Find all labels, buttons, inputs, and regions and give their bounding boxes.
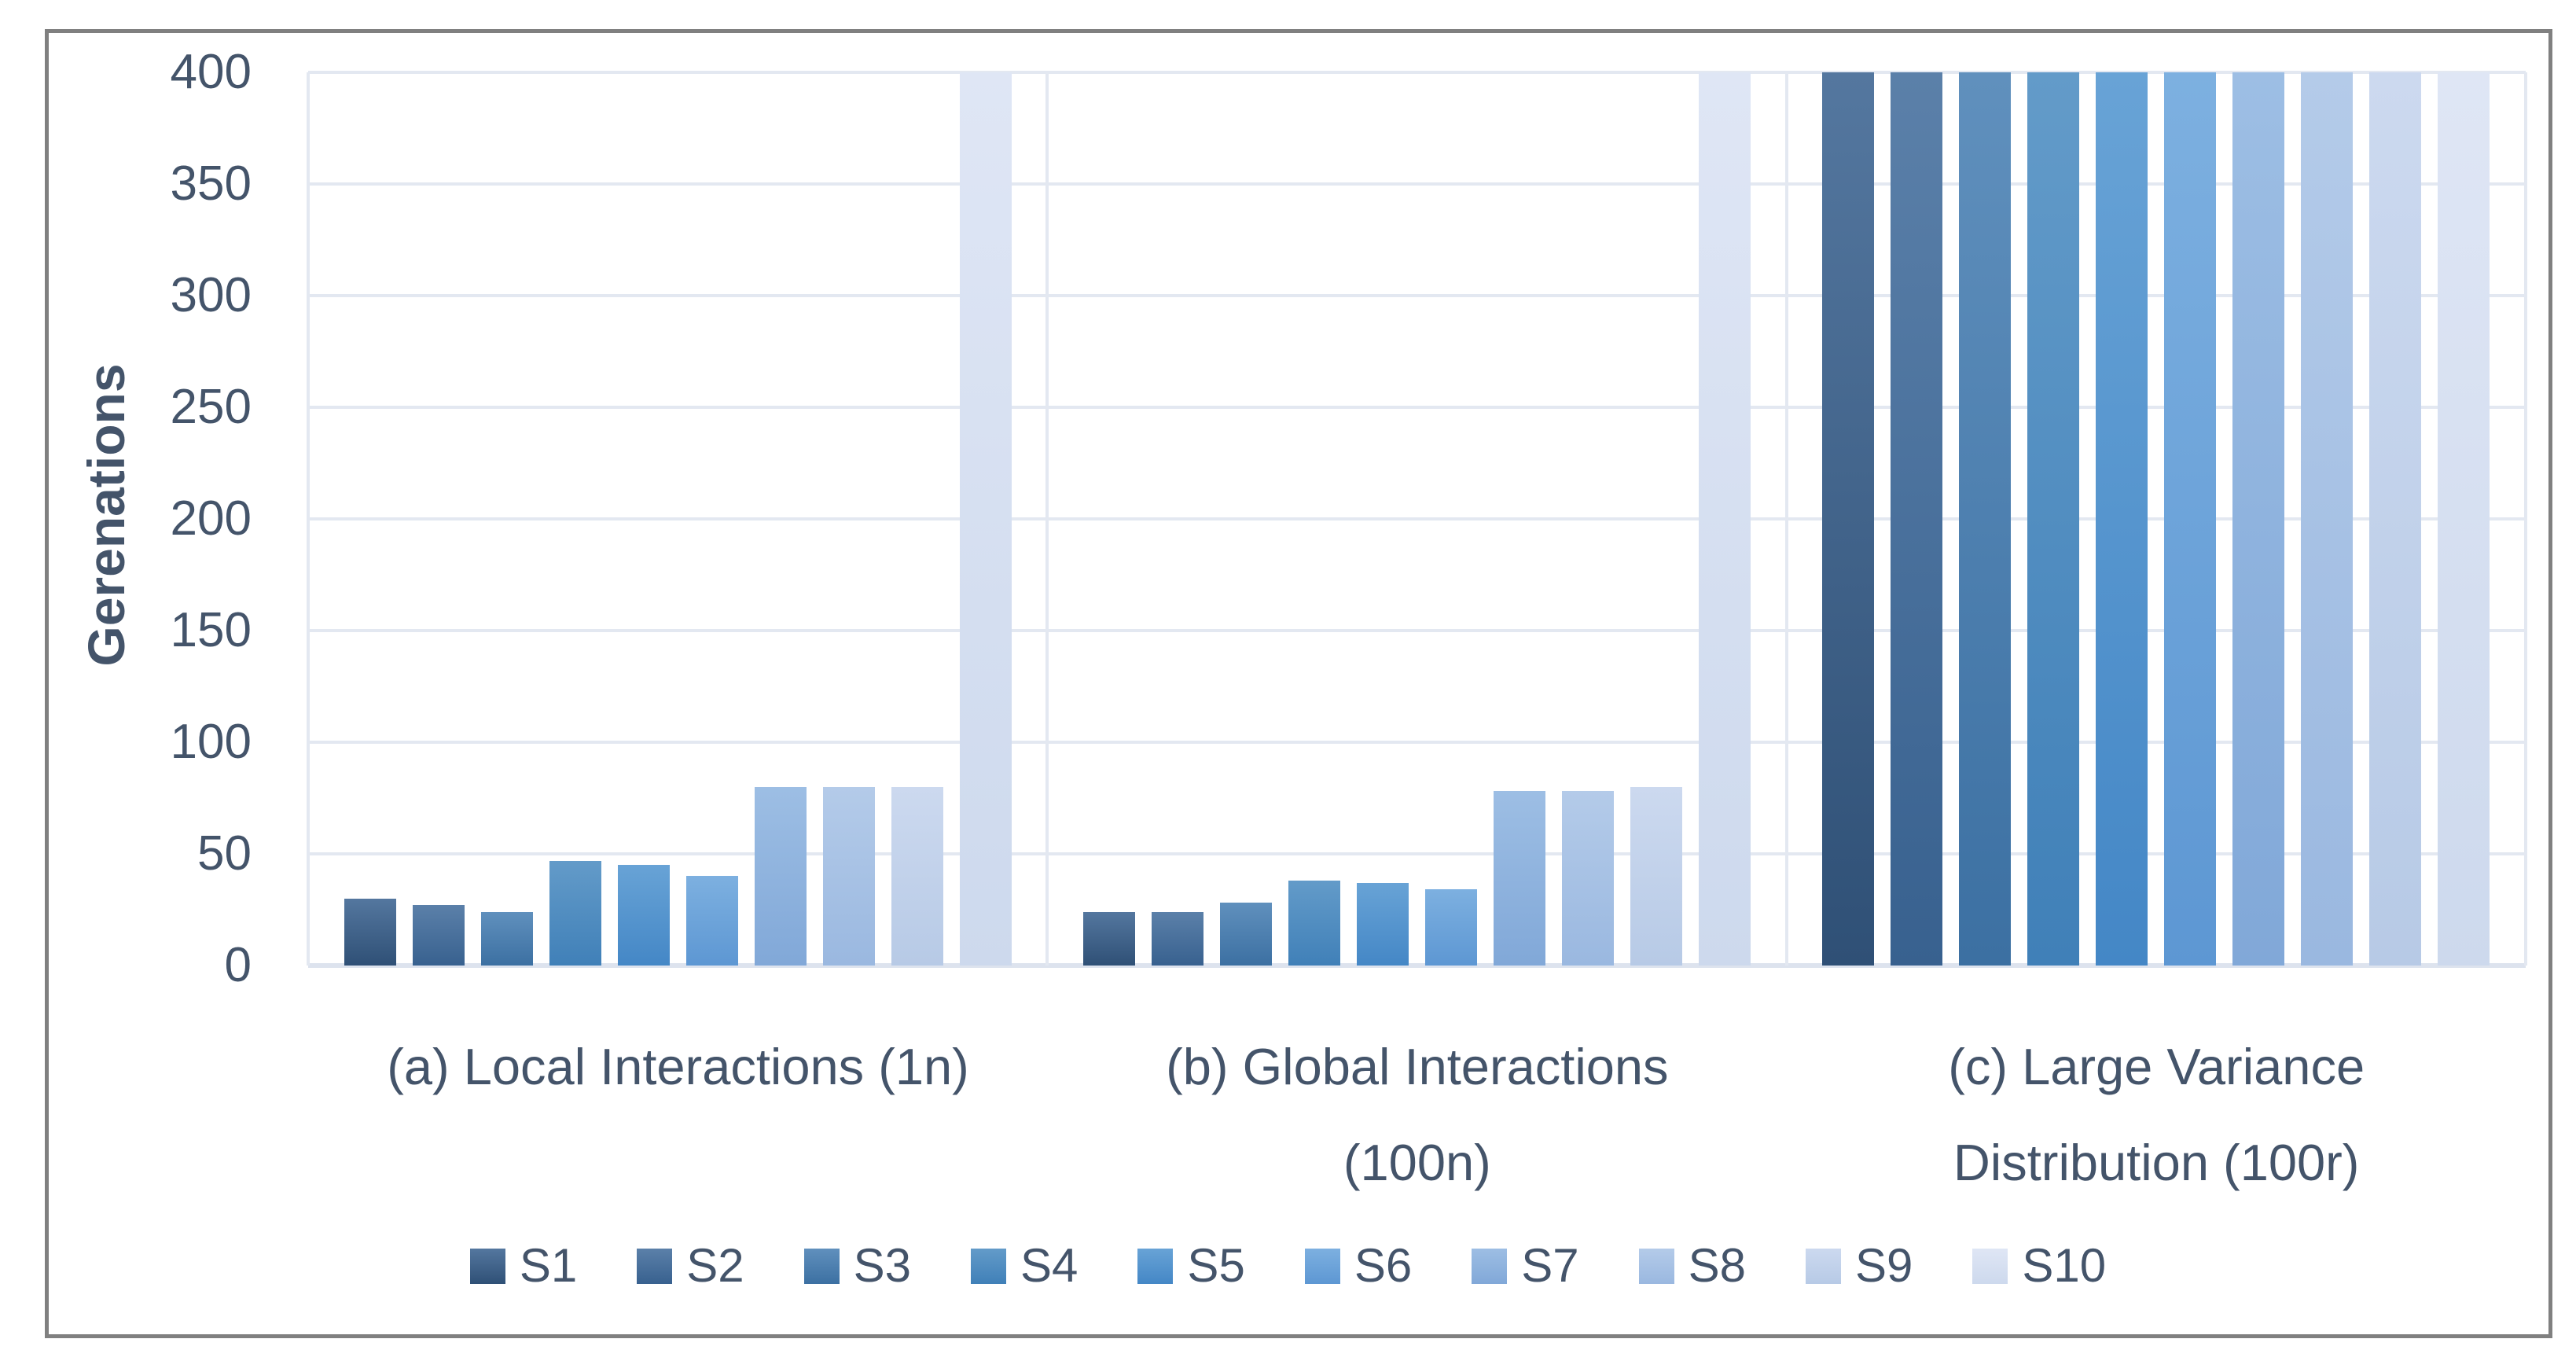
legend-item-s1: S1 [469, 1239, 578, 1292]
bar-s8-group-b [1562, 791, 1614, 966]
legend-item-s9: S9 [1805, 1239, 1913, 1292]
legend-swatch-s6 [1304, 1248, 1340, 1284]
bar-s7-group-a [754, 786, 807, 966]
gridline-150 [308, 629, 2526, 632]
bar-s6-group-a [685, 876, 738, 966]
x-axis-line [308, 963, 2526, 968]
legend-label-s4: S4 [1020, 1239, 1079, 1292]
legend-item-s8: S8 [1638, 1239, 1746, 1292]
legend-swatch-s10 [1972, 1248, 2008, 1284]
legend: S1 S2 S3 S4 S5 S6 S7 S8 S9 S10 [0, 1242, 2576, 1289]
bar-s2-group-a [412, 905, 465, 966]
bar-s1-group-c [1822, 72, 1875, 966]
legend-swatch-s1 [469, 1248, 505, 1284]
y-tick-label-100: 100 [170, 715, 252, 769]
bar-s7-group-b [1494, 791, 1545, 966]
bar-s5-group-c [2096, 72, 2148, 966]
legend-item-s2: S2 [637, 1242, 744, 1289]
legend-item-s4: S4 [971, 1242, 1078, 1289]
gridline-50 [308, 852, 2526, 855]
legend-swatch-s5 [1137, 1248, 1174, 1284]
bar-s3-group-c [1959, 72, 2012, 966]
bar-s5-group-a [617, 865, 670, 966]
bar-s3-group-a [480, 911, 533, 966]
gridline-400 [308, 71, 2526, 74]
bar-s10-group-a [959, 72, 1012, 966]
category-label-a: (a) Local Interactions (1n) [387, 1038, 969, 1095]
legend-label-s3: S3 [853, 1239, 912, 1292]
legend-item-s3: S3 [803, 1239, 912, 1292]
bar-s2-group-b [1152, 911, 1203, 966]
y-tick-label-0: 0 [224, 938, 252, 992]
category-boundary-line [1045, 72, 1049, 966]
legend-item-s6: S6 [1304, 1239, 1413, 1292]
legend-item-s10: S10 [1972, 1242, 2106, 1289]
y-tick-label-150: 150 [170, 603, 252, 657]
y-tick-label-400: 400 [170, 45, 252, 99]
legend-swatch-s2 [637, 1248, 673, 1284]
legend-item-s7: S7 [1472, 1239, 1579, 1292]
legend-label-s8: S8 [1688, 1239, 1746, 1292]
bar-s7-group-c [2232, 72, 2285, 966]
category-label-b: (b) Global Interactions (100n) [1166, 1038, 1669, 1191]
plot-area [307, 71, 2527, 968]
bar-s9-group-c [2369, 72, 2422, 966]
y-tick-label-50: 50 [197, 826, 252, 881]
gridline-350 [308, 182, 2526, 186]
bar-s1-group-a [344, 898, 396, 966]
bar-s10-group-b [1699, 72, 1751, 966]
legend-label-s6: S6 [1354, 1239, 1413, 1292]
bar-s4-group-a [549, 860, 601, 966]
legend-item-s5: S5 [1137, 1239, 1245, 1292]
y-tick-label-250: 250 [170, 380, 252, 434]
y-tick-label-350: 350 [170, 156, 252, 211]
bar-s8-group-a [822, 786, 875, 966]
bar-s9-group-a [891, 786, 943, 966]
legend-swatch-s8 [1638, 1248, 1674, 1284]
legend-label-s2: S2 [686, 1239, 744, 1292]
legend-swatch-s4 [971, 1248, 1007, 1284]
legend-label-s10: S10 [2022, 1239, 2107, 1292]
legend-label-s7: S7 [1521, 1239, 1579, 1292]
bar-s3-group-b [1220, 903, 1272, 966]
category-boundary-line [307, 72, 310, 966]
legend-swatch-s3 [803, 1248, 840, 1284]
gridline-250 [308, 406, 2526, 409]
legend-swatch-s7 [1472, 1248, 1508, 1284]
gridline-200 [308, 517, 2526, 520]
bar-s8-group-c [2301, 72, 2354, 966]
bar-s4-group-b [1288, 881, 1340, 966]
y-tick-label-200: 200 [170, 491, 252, 546]
bar-s1-group-b [1083, 911, 1135, 966]
category-boundary-line [1784, 72, 1788, 966]
bar-s10-group-c [2438, 72, 2490, 966]
legend-label-s1: S1 [519, 1239, 578, 1292]
legend-swatch-s9 [1805, 1248, 1841, 1284]
bar-s6-group-b [1425, 889, 1477, 966]
category-label-c: (c) Large Variance Distribution (100r) [1948, 1038, 2365, 1191]
bar-s4-group-c [2027, 72, 2080, 966]
gridline-100 [308, 741, 2526, 744]
gridline-300 [308, 294, 2526, 297]
legend-label-s5: S5 [1187, 1239, 1245, 1292]
bar-s6-group-c [2164, 72, 2217, 966]
category-boundary-line [2524, 72, 2527, 966]
bar-s5-group-b [1357, 882, 1409, 966]
y-tick-label-300: 300 [170, 268, 252, 322]
bar-s2-group-c [1891, 72, 1943, 966]
bar-s9-group-b [1630, 786, 1682, 966]
legend-label-s9: S9 [1854, 1239, 1913, 1292]
